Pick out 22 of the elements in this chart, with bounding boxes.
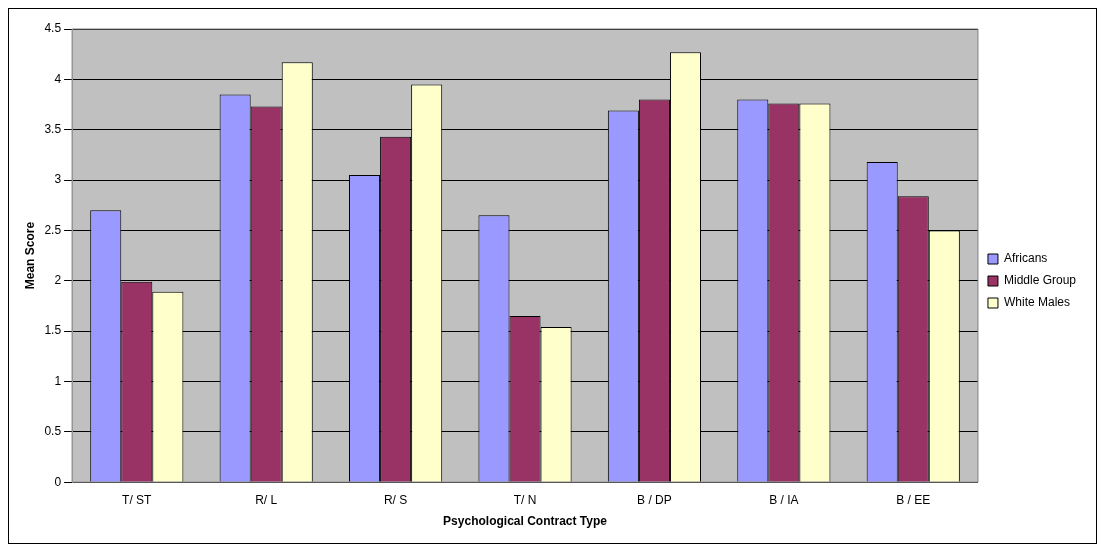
y-tick-label: 1 <box>54 373 62 388</box>
y-axis-title: Mean Score <box>22 221 37 290</box>
y-tick-label: 0 <box>54 474 62 489</box>
y-tick-label: 3 <box>54 172 62 187</box>
legend-label: Africans <box>1003 251 1048 266</box>
y-tick-label: 2.5 <box>44 222 62 237</box>
legend-label: White Males <box>1003 295 1070 310</box>
y-tick-label: 4.5 <box>44 21 62 36</box>
x-tick-label: B / EE <box>896 492 931 507</box>
legend-label: Middle Group <box>1003 273 1077 288</box>
y-tick-label: 4 <box>54 71 62 86</box>
x-tick-label: R/ L <box>255 492 278 507</box>
x-tick-label: R/ S <box>383 492 408 507</box>
y-tick-label: 3.5 <box>44 122 62 137</box>
x-tick-label: B / IA <box>769 492 799 507</box>
x-tick-label: T/ ST <box>122 492 153 507</box>
y-tick-label: 0.5 <box>44 424 62 439</box>
x-tick-label: B / DP <box>637 492 672 507</box>
x-tick-label: T/ N <box>513 492 537 507</box>
x-axis-title: Psychological Contract Type <box>443 514 608 529</box>
y-tick-label: 2 <box>54 273 62 288</box>
y-tick-label: 1.5 <box>44 323 62 338</box>
